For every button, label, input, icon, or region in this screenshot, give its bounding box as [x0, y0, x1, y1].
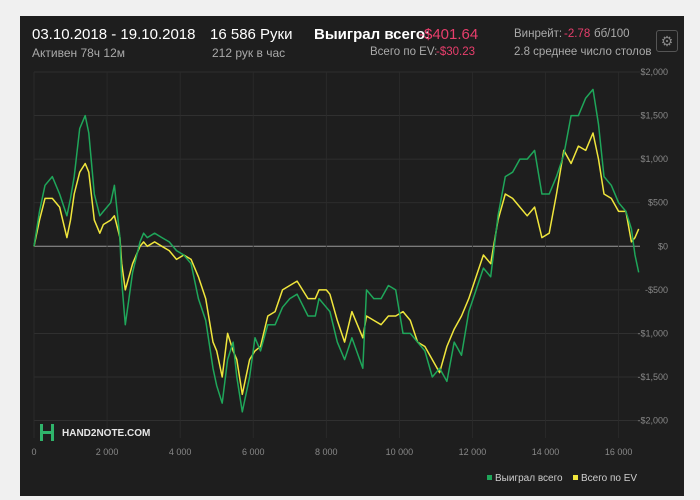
x-tick-label: 12 000: [459, 447, 487, 457]
legend-swatch: [573, 475, 578, 480]
y-tick-label: $1,000: [640, 154, 668, 164]
x-tick-label: 10 000: [386, 447, 414, 457]
h2n-logo-icon: [40, 424, 54, 441]
avg-tables: 2.8 среднее число столов: [514, 46, 652, 58]
y-tick-label: -$2,000: [637, 416, 668, 426]
y-axis-labels: $2,000 $1,500 $1,000 $500 $0 -$500 -$1,000 -$1,…: [637, 67, 668, 426]
chart-legend[interactable]: Выиграл всего Всего по EV: [487, 473, 637, 484]
date-range[interactable]: 03.10.2018 - 19.10.2018: [32, 26, 196, 43]
y-tick-label: -$1,500: [637, 372, 668, 382]
y-tick-label: $2,000: [640, 67, 668, 77]
won-total-value: -$401.64: [419, 26, 479, 43]
won-total-label: Выиграл всего:: [314, 26, 431, 43]
x-tick-label: 4 000: [169, 447, 192, 457]
gear-icon[interactable]: ⚙: [656, 30, 678, 52]
x-axis-labels: 0 2 000 4 000 6 000 8 000 10 000 12 000 14 000 1…: [31, 447, 632, 457]
hands-per-hour: 212 рук в час: [212, 46, 286, 60]
chart-grid: [33, 71, 640, 438]
stats-header: 03.10.2018 - 19.10.2018 Активен 78ч 12м …: [20, 16, 684, 72]
y-tick-label: $500: [648, 198, 668, 208]
chart-lines: [33, 88, 640, 413]
legend-swatch: [487, 475, 492, 480]
ev-total-value: -$30.23: [436, 46, 476, 58]
x-tick-label: 14 000: [532, 447, 560, 457]
legend-item[interactable]: Всего по EV: [581, 473, 637, 484]
active-time: Активен 78ч 12м: [32, 46, 125, 60]
y-tick-label: -$500: [645, 285, 668, 295]
x-tick-label: 0: [31, 447, 36, 457]
legend-item[interactable]: Выиграл всего: [495, 473, 563, 484]
x-tick-label: 2 000: [96, 447, 119, 457]
winrate-label: Винрейт:: [514, 28, 563, 40]
x-tick-label: 8 000: [315, 447, 338, 457]
winrate-value: -2.78: [564, 28, 591, 40]
chart-panel: [20, 16, 684, 496]
logo-text: HAND2NOTE.COM: [62, 428, 150, 439]
series-line-won: [33, 88, 640, 413]
winrate-unit: бб/100: [594, 28, 630, 40]
x-tick-label: 6 000: [242, 447, 265, 457]
y-tick-label: $0: [658, 241, 668, 251]
y-tick-label: -$1,000: [637, 328, 668, 338]
series-line-ev: [33, 132, 640, 396]
hands-count: 16 586 Руки: [210, 26, 293, 43]
x-tick-label: 16 000: [605, 447, 633, 457]
ev-total-label: Всего по EV:: [370, 46, 438, 58]
y-tick-label: $1,500: [640, 111, 668, 121]
